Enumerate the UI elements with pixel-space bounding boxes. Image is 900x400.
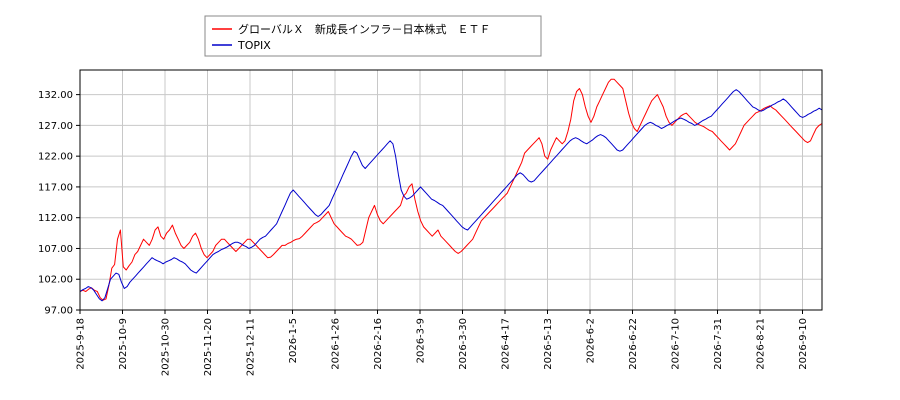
x-tick-label: 2025-12-11 <box>246 318 257 376</box>
series-line-2 <box>79 89 823 302</box>
x-tick-label: 2026-6-22 <box>628 318 639 370</box>
series-layer <box>79 78 823 302</box>
y-tick-label: 122.00 <box>38 152 73 163</box>
x-tick-label: 2026-9-10 <box>798 318 809 370</box>
x-tick-label: 2026-3-9 <box>416 318 427 363</box>
y-tick-label: 127.00 <box>38 121 73 132</box>
legend-label-series-1: グローバルＸ 新成長インフラ－日本株式 ＥＴＦ <box>238 22 491 36</box>
legend: グローバルＸ 新成長インフラ－日本株式 ＥＴＦ TOPIX <box>204 15 542 57</box>
x-tick-label: 2025-10-9 <box>118 318 129 370</box>
x-tick-label: 2026-1-26 <box>331 318 342 370</box>
legend-label-series-2: TOPIX <box>237 39 271 52</box>
x-tick-label: 2026-2-16 <box>373 318 384 370</box>
x-tick-label: 2026-7-10 <box>671 318 682 370</box>
y-tick-label: 112.00 <box>38 213 73 224</box>
y-tick-label: 102.00 <box>38 275 73 286</box>
grid-lines <box>79 70 822 311</box>
legend-box <box>204 15 542 57</box>
y-tick-label: 132.00 <box>38 90 73 101</box>
x-tick-label: 2026-8-21 <box>756 318 767 370</box>
y-tick-label: 97.00 <box>44 306 73 317</box>
x-tick-label: 2026-3-30 <box>458 318 469 370</box>
y-tick-label: 117.00 <box>38 182 73 193</box>
x-tick-label: 2026-5-13 <box>543 318 554 370</box>
plot-frame <box>79 69 823 311</box>
x-tick-label: 2026-4-17 <box>501 318 512 370</box>
x-tick-label: 2025-10-30 <box>161 318 172 376</box>
x-tick-label: 2025-11-20 <box>203 318 214 376</box>
x-tick-label: 2025-9-18 <box>76 318 87 370</box>
x-tick-label: 2026-1-5 <box>288 318 299 363</box>
x-tick-label: 2026-6-2 <box>586 318 597 363</box>
y-axis: 97.00 102.00 107.00 112.00 117.00 122.00 127.0… <box>38 90 80 317</box>
series-line-1 <box>79 78 823 301</box>
x-tick-label: 2026-7-31 <box>713 318 724 370</box>
y-tick-label: 107.00 <box>38 244 73 255</box>
x-axis: 2025-9-18 2025-10-9 2025-10-30 2025-11-20 20… <box>76 310 809 376</box>
